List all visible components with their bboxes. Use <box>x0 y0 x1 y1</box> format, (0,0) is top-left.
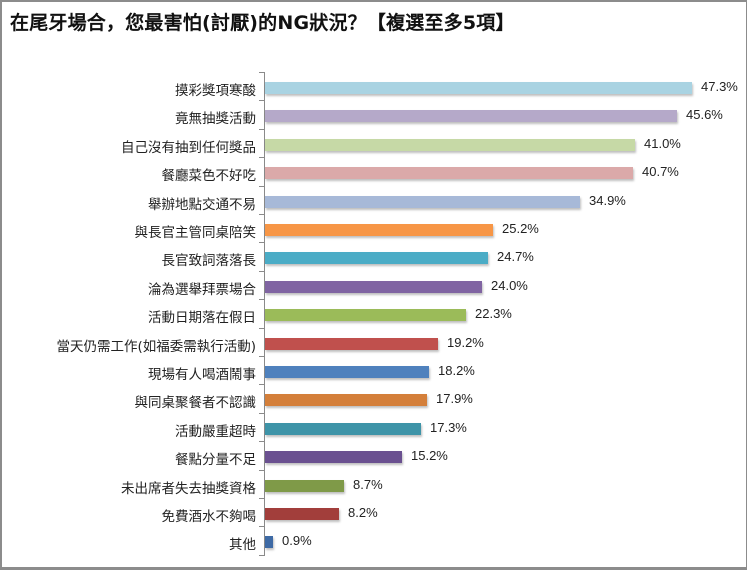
bar <box>265 82 692 94</box>
value-label: 8.7% <box>353 477 383 492</box>
bar <box>265 309 466 321</box>
axis-tick <box>259 498 264 499</box>
category-label: 摸彩獎項寒酸 <box>175 83 256 99</box>
category-label: 活動嚴重超時 <box>175 424 256 440</box>
bar <box>265 196 580 208</box>
value-label: 24.7% <box>497 249 534 264</box>
value-label: 22.3% <box>475 306 512 321</box>
value-label: 47.3% <box>701 79 738 94</box>
axis-tick <box>259 299 264 300</box>
category-label: 活動日期落在假日 <box>148 310 256 326</box>
bar-row: 自己沒有抽到任何獎品 41.0% <box>0 131 750 159</box>
category-label: 舉辦地點交通不易 <box>148 197 256 213</box>
axis-tick <box>259 157 264 158</box>
chart-title: 在尾牙場合，您最害怕(討厭)的NG狀況？【複選至多5項】 <box>10 12 515 34</box>
axis-tick <box>259 356 264 357</box>
axis-tick <box>259 441 264 442</box>
bar-row: 與同桌聚餐者不認識 17.9% <box>0 386 750 414</box>
axis-tick <box>259 271 264 272</box>
bar-row: 活動嚴重超時 17.3% <box>0 415 750 443</box>
category-label: 自己沒有抽到任何獎品 <box>121 140 256 156</box>
value-label: 25.2% <box>502 221 539 236</box>
value-label: 0.9% <box>282 533 312 548</box>
category-label: 長官致詞落落長 <box>161 253 257 269</box>
bar <box>265 252 488 264</box>
bar-row: 舉辦地點交通不易 34.9% <box>0 188 750 216</box>
value-label: 8.2% <box>348 505 378 520</box>
category-label: 餐點分量不足 <box>175 452 256 468</box>
axis-tick <box>259 100 264 101</box>
category-label: 免費酒水不夠喝 <box>161 509 257 525</box>
value-label: 40.7% <box>642 164 679 179</box>
value-label: 19.2% <box>447 335 484 350</box>
bar-row: 與長官主管同桌陪笑 25.2% <box>0 216 750 244</box>
bar <box>265 508 339 520</box>
axis-tick <box>259 526 264 527</box>
value-label: 45.6% <box>686 107 723 122</box>
bar-row: 摸彩獎項寒酸 47.3% <box>0 74 750 102</box>
bar-row: 免費酒水不夠喝 8.2% <box>0 500 750 528</box>
category-label: 餐廳菜色不好吃 <box>161 168 257 184</box>
value-label: 18.2% <box>438 363 475 378</box>
axis-tick <box>259 214 264 215</box>
axis-tick <box>259 242 264 243</box>
value-label: 17.3% <box>430 420 467 435</box>
axis-tick <box>259 384 264 385</box>
bar <box>265 451 402 463</box>
bar <box>265 224 493 236</box>
category-label: 與同桌聚餐者不認識 <box>134 395 257 411</box>
bar-row: 淪為選舉拜票場合 24.0% <box>0 273 750 301</box>
value-label: 24.0% <box>491 278 528 293</box>
bar-row: 長官致詞落落長 24.7% <box>0 244 750 272</box>
bar-row: 未出席者失去抽獎資格 8.7% <box>0 472 750 500</box>
value-label: 15.2% <box>411 448 448 463</box>
bar <box>265 338 438 350</box>
axis-tick <box>259 470 264 471</box>
category-label: 其他 <box>229 537 256 553</box>
bar-row: 現場有人喝酒鬧事 18.2% <box>0 358 750 386</box>
bar <box>265 366 429 378</box>
bar-row: 活動日期落在假日 22.3% <box>0 301 750 329</box>
value-label: 17.9% <box>436 391 473 406</box>
axis-tick <box>259 413 264 414</box>
value-label: 34.9% <box>589 193 626 208</box>
axis-tick <box>259 186 264 187</box>
axis-tick <box>259 72 264 73</box>
bar <box>265 394 427 406</box>
category-label: 淪為選舉拜票場合 <box>148 282 256 298</box>
bar <box>265 423 421 435</box>
y-axis-line <box>264 72 265 556</box>
bar-row: 當天仍需工作(如福委需執行活動) 19.2% <box>0 330 750 358</box>
axis-tick <box>259 555 264 556</box>
bar-row: 餐廳菜色不好吃 40.7% <box>0 159 750 187</box>
axis-tick <box>259 328 264 329</box>
axis-tick <box>259 129 264 130</box>
bar <box>265 281 482 293</box>
bar-row: 竟無抽獎活動 45.6% <box>0 102 750 130</box>
bar <box>265 167 633 179</box>
category-label: 與長官主管同桌陪笑 <box>134 225 257 241</box>
value-label: 41.0% <box>644 136 681 151</box>
category-label: 當天仍需工作(如福委需執行活動) <box>56 339 256 355</box>
category-label: 現場有人喝酒鬧事 <box>148 367 256 383</box>
bar <box>265 139 635 151</box>
bar-row: 餐點分量不足 15.2% <box>0 443 750 471</box>
bar <box>265 536 273 548</box>
category-label: 未出席者失去抽獎資格 <box>121 481 256 497</box>
bar-row: 其他 0.9% <box>0 528 750 556</box>
bar <box>265 110 677 122</box>
category-label: 竟無抽獎活動 <box>175 111 256 127</box>
bar <box>265 480 344 492</box>
